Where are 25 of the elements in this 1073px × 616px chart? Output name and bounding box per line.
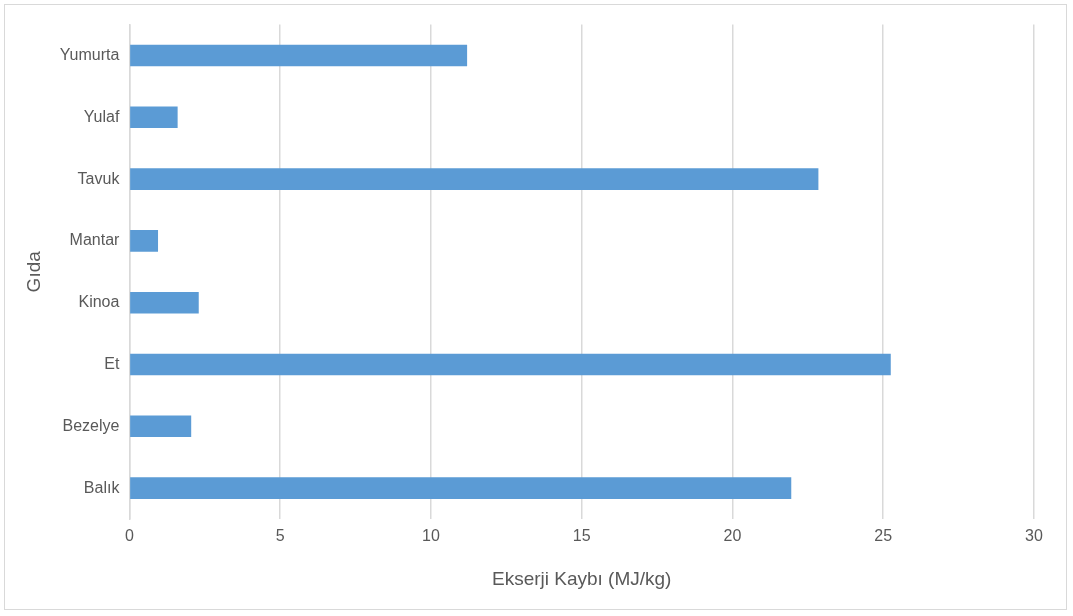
x-tick-label: 20 bbox=[723, 527, 742, 545]
y-tick-label: Balık bbox=[83, 478, 121, 496]
bar bbox=[130, 353, 891, 376]
bar bbox=[130, 477, 792, 499]
y-axis-title: Gıda bbox=[22, 250, 44, 293]
x-tick-label: 10 bbox=[422, 527, 440, 545]
x-tick-label: 25 bbox=[874, 527, 893, 545]
x-tick-label: 5 bbox=[275, 527, 285, 545]
bar bbox=[130, 44, 468, 67]
y-tick-label: Tavuk bbox=[77, 169, 121, 187]
y-tick-label: Yulaf bbox=[83, 107, 120, 125]
bar bbox=[130, 168, 819, 190]
x-axis-title: Ekserji Kaybı (MJ/kg) bbox=[491, 567, 672, 589]
y-tick-label: Yumurta bbox=[59, 45, 120, 63]
bar bbox=[130, 230, 159, 252]
y-tick-label: Mantar bbox=[69, 231, 121, 249]
bar bbox=[130, 415, 192, 438]
bar bbox=[130, 106, 178, 129]
y-tick-label: Kinoa bbox=[78, 293, 120, 311]
x-tick-label: 0 bbox=[124, 527, 134, 545]
bar bbox=[130, 291, 199, 314]
y-tick-label: Bezelye bbox=[62, 416, 120, 434]
x-tick-label: 30 bbox=[1025, 527, 1043, 545]
x-tick-label: 15 bbox=[572, 527, 591, 545]
y-tick-label: Et bbox=[104, 354, 120, 372]
